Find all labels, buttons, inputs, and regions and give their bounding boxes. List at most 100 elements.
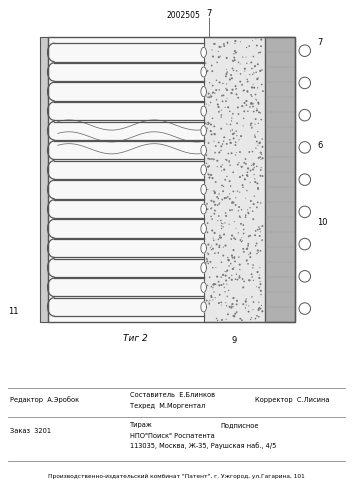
Point [221,40,227,48]
Bar [48,37,295,322]
Text: Редактор  А.Эробок: Редактор А.Эробок [10,396,79,403]
Point [219,125,224,133]
Point [205,186,211,194]
Point [219,196,225,204]
Point [228,139,233,147]
Point [214,95,220,103]
Point [218,217,224,225]
Point [256,223,262,231]
Text: 11: 11 [8,307,19,316]
Point [259,222,265,230]
Point [223,84,229,92]
Point [240,102,245,110]
Point [216,299,222,307]
Polygon shape [201,262,207,273]
Point [231,134,237,142]
Point [203,59,209,67]
Point [208,91,214,99]
Point [249,313,255,321]
Point [227,157,232,165]
Point [257,108,262,116]
Point [237,148,243,156]
Point [231,263,237,271]
Text: 113035, Москва, Ж-35, Раушская наб., 4/5: 113035, Москва, Ж-35, Раушская наб., 4/5 [130,442,276,449]
Point [237,212,243,220]
Point [205,259,211,267]
Point [229,149,234,157]
Point [250,37,255,45]
Point [206,298,212,306]
Point [244,59,250,67]
Point [225,292,230,300]
Point [223,242,228,250]
Point [231,168,236,176]
Point [205,241,211,249]
Point [247,179,253,187]
Bar [265,37,295,322]
Point [237,173,243,181]
Point [232,53,237,61]
Point [253,315,258,323]
Point [226,150,231,158]
Point [249,92,255,100]
Point [224,54,229,62]
Point [219,316,225,324]
Point [212,201,218,209]
Point [210,280,216,288]
Point [255,268,261,276]
Point [245,209,251,217]
Point [215,163,220,171]
Point [214,76,219,84]
Point [255,84,261,92]
Point [255,199,261,207]
Point [254,41,260,49]
Point [258,149,264,157]
Point [256,298,262,306]
Bar [204,37,265,322]
Bar [48,37,204,322]
Point [222,219,228,227]
Point [260,154,265,162]
Point [229,232,235,240]
Point [219,106,224,114]
Polygon shape [201,282,207,292]
Point [238,78,243,86]
Point [217,199,223,207]
Point [252,120,258,128]
Point [221,243,226,251]
Point [214,193,220,201]
Point [210,187,216,195]
Point [254,312,260,320]
Point [255,247,261,254]
Point [249,124,255,132]
Point [216,103,221,111]
Point [229,117,234,125]
Point [212,189,217,197]
Point [209,204,215,212]
Point [252,133,258,141]
Point [223,212,229,220]
Point [218,43,224,51]
Point [227,195,232,203]
Point [250,100,256,108]
Point [217,232,223,240]
Point [234,270,239,278]
Point [255,226,261,234]
Point [258,109,263,117]
Point [239,163,245,171]
Point [210,88,216,96]
Point [219,222,224,230]
Point [218,163,224,171]
Point [203,100,209,108]
Point [235,275,240,283]
Point [207,79,213,87]
Point [244,97,249,105]
Polygon shape [201,165,207,175]
Point [255,249,261,256]
Point [227,161,233,169]
Polygon shape [201,204,207,214]
Point [240,283,246,291]
Point [233,141,238,149]
Point [223,268,229,276]
Point [223,276,229,284]
